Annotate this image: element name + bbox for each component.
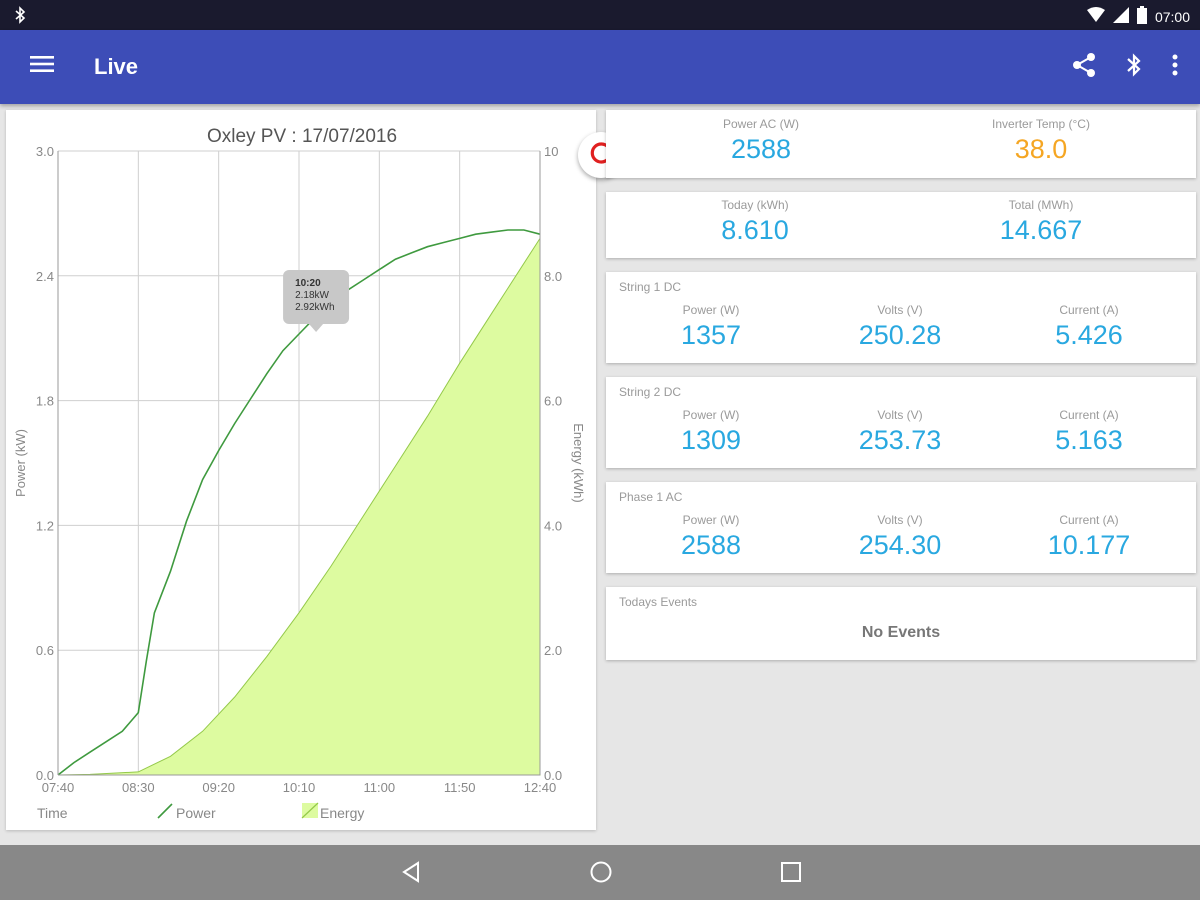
x-tick-label: 11:50 [444,780,476,795]
y-left-tick-label: 0.0 [36,768,54,783]
total-energy-value: 14.667 [999,215,1083,245]
share-icon[interactable] [1072,52,1096,78]
y-right-tick-label: 10 [544,144,558,159]
phase1-power-label: Power (W) [682,513,740,527]
x-tick-label: 08:30 [122,780,155,795]
today-energy-value: 8.610 [721,215,789,245]
inverter-temp-label: Inverter Temp (°C) [992,117,1090,131]
power-energy-chart[interactable]: Oxley PV : 17/07/2016 0.0 0.6 1.2 1.8 2.4 3.0 0… [6,110,596,830]
card-title: Todays Events [619,595,698,609]
string1-volts-value: 250.28 [858,320,942,350]
tooltip-power: 2.18kW [295,290,329,301]
y-left-tick-label: 2.4 [36,269,54,284]
string2-current-label: Current (A) [1059,408,1119,422]
string2-power-label: Power (W) [682,408,740,422]
back-icon[interactable] [400,860,422,889]
string1-volts-label: Volts (V) [877,303,923,317]
recents-icon[interactable] [779,860,803,889]
energy-card: Today (kWh) 8.610 Total (MWh) 14.667 [606,192,1196,258]
y-right-tick-label: 0.0 [544,768,562,783]
x-tick-label: 10:10 [283,780,316,795]
string1-power-value: 1357 [680,320,742,350]
y-right-tick-label: 6.0 [544,394,562,409]
legend-energy-label: Energy [320,805,364,821]
x-tick-label: 12:40 [524,780,557,795]
legend-energy-swatch-line [301,802,319,819]
string2-dc-card: String 2 DC Power (W) 1309 Volts (V) 253… [606,377,1196,468]
tooltip-energy: 2.92kWh [295,302,334,313]
phase1-current-value: 10.177 [1047,530,1131,560]
string1-dc-card: String 1 DC Power (W) 1357 Volts (V) 250… [606,272,1196,363]
phase1-volts-label: Volts (V) [877,513,923,527]
phase1-current-label: Current (A) [1059,513,1119,527]
phase1-power-value: 2588 [680,530,742,560]
bluetooth-status-icon [14,6,26,29]
phase1-ac-card: Phase 1 AC Power (W) 2588 Volts (V) 254.… [606,482,1196,573]
status-time: 07:00 [1154,8,1190,25]
y-right-tick-label: 4.0 [544,518,562,533]
inverter-temp-value: 38.0 [1014,134,1068,164]
app-bar: Live [0,30,1200,104]
more-vert-icon[interactable] [1172,54,1178,76]
total-energy-label: Total (MWh) [1008,198,1074,212]
y-right-tick-label: 8.0 [544,269,562,284]
card-title: String 2 DC [619,385,682,399]
y-right-tick-label: 2.0 [544,643,562,658]
phase1-volts-value: 254.30 [858,530,942,560]
refresh-icon [588,140,614,171]
chart-title: Oxley PV : 17/07/2016 [207,126,397,147]
today-energy-label: Today (kWh) [721,198,789,212]
string1-current-value: 5.426 [1055,320,1123,350]
battery-icon [1136,6,1147,27]
navigation-bar [0,845,1200,900]
status-bar: 07:00 [0,0,1200,30]
chart-tooltip [283,270,350,333]
menu-icon[interactable] [30,55,54,78]
chart-card: Oxley PV : 17/07/2016 0.0 0.6 1.2 1.8 2.4 3.0 0… [6,110,596,830]
string2-volts-label: Volts (V) [877,408,923,422]
y-right-axis-title: Energy (kWh) [571,423,586,502]
legend-power-swatch [157,803,173,819]
y-left-tick-label: 1.8 [36,394,54,409]
string1-power-label: Power (W) [682,303,740,317]
power-line [57,229,541,776]
string2-volts-value: 253.73 [858,425,942,455]
wifi-icon [1086,7,1105,26]
bluetooth-icon[interactable] [1126,52,1142,78]
x-tick-label: 09:20 [202,780,235,795]
x-tick-label: 11:00 [364,780,396,795]
string2-current-value: 5.163 [1055,425,1123,455]
power-ac-value: 2588 [730,134,792,164]
y-left-tick-label: 0.6 [36,643,54,658]
x-tick-label: 07:40 [42,780,75,795]
legend-power-label: Power [176,805,216,821]
y-left-tick-label: 3.0 [36,144,54,159]
x-axis-title: Time [37,805,68,821]
cell-signal-icon [1112,7,1129,26]
power-ac-label: Power AC (W) [722,117,799,131]
string1-current-label: Current (A) [1059,303,1119,317]
tooltip-time: 10:20 [295,278,321,289]
string2-power-value: 1309 [680,425,742,455]
ac-power-card: Power AC (W) 2588 Inverter Temp (°C) 38.… [606,110,1196,178]
home-icon[interactable] [589,860,613,889]
energy-area [57,236,541,776]
y-left-axis-title: Power (kW) [13,429,28,497]
y-left-tick-label: 1.2 [36,518,54,533]
card-title: String 1 DC [619,280,682,294]
page-title: Live [94,54,139,79]
events-card: Todays Events No Events [606,587,1196,660]
card-title: Phase 1 AC [619,490,683,504]
no-events-text: No Events [861,624,941,641]
